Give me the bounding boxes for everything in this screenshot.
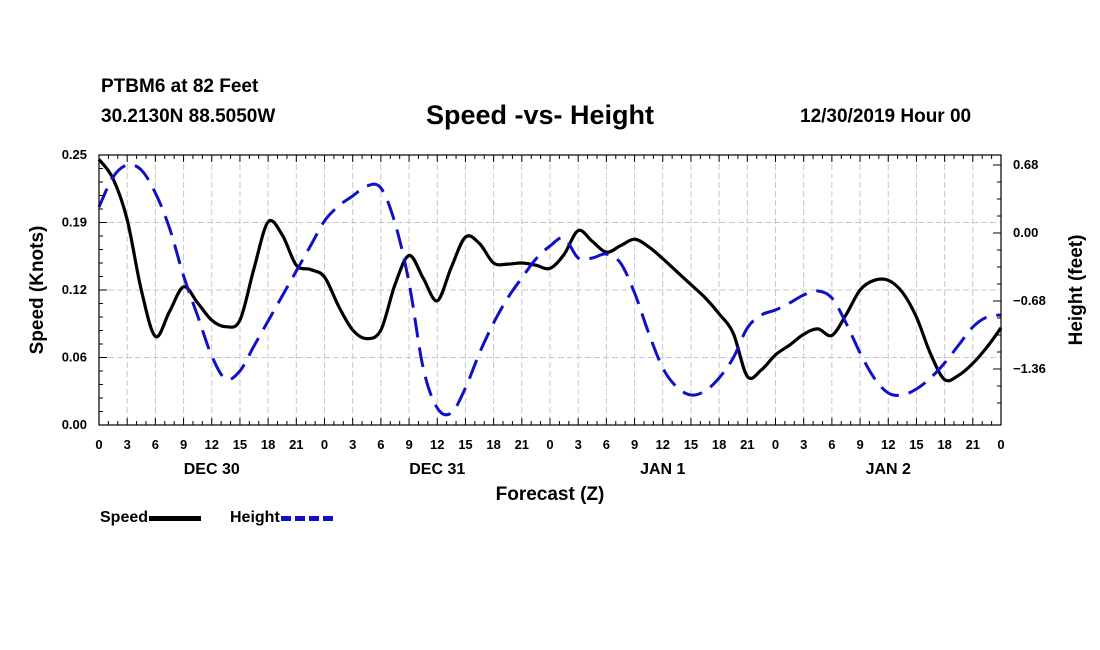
y-left-tick-label: 0.00 xyxy=(62,417,87,432)
x-tick-label: 9 xyxy=(180,437,187,452)
legend-speed: Speed xyxy=(100,509,202,527)
x-tick-label: 3 xyxy=(575,437,582,452)
y-right-tick-label: 0.68 xyxy=(1013,157,1038,172)
x-tick-label: 6 xyxy=(152,437,159,452)
x-tick-label: 9 xyxy=(856,437,863,452)
y-left-tick-label: 0.12 xyxy=(62,282,87,297)
label-layer: 0 3 6 9 12 15 18 21 0 3 6 9 12 15 18 21 0 3 6 9 12 15 18 21 0 3 6 9… xyxy=(62,147,1046,478)
station-coords: 30.2130N 88.5050W xyxy=(101,106,276,127)
x-tick-label: 6 xyxy=(377,437,384,452)
y-left-tick-label: 0.06 xyxy=(62,350,87,365)
x-tick-label: 12 xyxy=(430,437,444,452)
x-tick-label: 21 xyxy=(289,437,303,452)
x-tick-label: 15 xyxy=(233,437,247,452)
x-tick-label: 12 xyxy=(656,437,670,452)
x-tick-label: 21 xyxy=(966,437,980,452)
series-layer xyxy=(97,158,1003,417)
x-tick-label: 0 xyxy=(546,437,553,452)
x-tick-label: 9 xyxy=(631,437,638,452)
series-line-height xyxy=(97,163,1002,417)
run-time: 12/30/2019 Hour 00 xyxy=(800,106,972,127)
day-label: JAN 1 xyxy=(640,461,685,478)
left-axis-title: Speed (Knots) xyxy=(27,226,48,355)
x-tick-label: 12 xyxy=(881,437,895,452)
x-axis-title: Forecast (Z) xyxy=(496,484,605,505)
series-line-speed xyxy=(97,158,1003,383)
grid-layer xyxy=(99,155,1001,425)
legend-height: Height xyxy=(230,509,333,527)
day-label: JAN 2 xyxy=(866,461,911,478)
x-tick-label: 3 xyxy=(800,437,807,452)
x-tick-label: 21 xyxy=(740,437,754,452)
x-tick-label: 3 xyxy=(124,437,131,452)
tick-layer xyxy=(98,154,1002,426)
chart-title: Speed -vs- Height xyxy=(426,100,655,130)
x-tick-label: 18 xyxy=(712,437,726,452)
x-tick-label: 6 xyxy=(828,437,835,452)
x-tick-label: 0 xyxy=(772,437,779,452)
x-tick-label: 15 xyxy=(458,437,472,452)
right-axis-title: Height (feet) xyxy=(1066,235,1087,346)
legend-speed-label: Speed xyxy=(100,509,149,526)
x-tick-label: 18 xyxy=(486,437,500,452)
station-name: PTBM6 at 82 Feet xyxy=(101,76,259,97)
y-right-tick-label: −1.36 xyxy=(1013,361,1046,376)
x-tick-label: 0 xyxy=(321,437,328,452)
x-tick-label: 0 xyxy=(997,437,1004,452)
x-tick-label: 0 xyxy=(95,437,102,452)
day-label: DEC 31 xyxy=(409,461,465,478)
y-left-tick-label: 0.25 xyxy=(62,147,87,162)
plot-frame xyxy=(98,154,1002,426)
x-tick-label: 9 xyxy=(405,437,412,452)
x-tick-label: 21 xyxy=(515,437,529,452)
x-tick-label: 6 xyxy=(603,437,610,452)
day-label: DEC 30 xyxy=(184,461,240,478)
legend-height-swatch xyxy=(280,515,333,521)
x-tick-label: 3 xyxy=(349,437,356,452)
y-right-tick-label: −0.68 xyxy=(1013,293,1046,308)
x-tick-label: 15 xyxy=(909,437,923,452)
y-right-tick-label: 0.00 xyxy=(1013,225,1038,240)
x-tick-label: 18 xyxy=(261,437,275,452)
x-tick-label: 18 xyxy=(937,437,951,452)
legend-height-label: Height xyxy=(230,509,280,526)
y-left-tick-label: 0.19 xyxy=(62,215,87,230)
x-tick-label: 15 xyxy=(684,437,698,452)
x-tick-label: 12 xyxy=(205,437,219,452)
legend-speed-swatch xyxy=(149,515,202,521)
